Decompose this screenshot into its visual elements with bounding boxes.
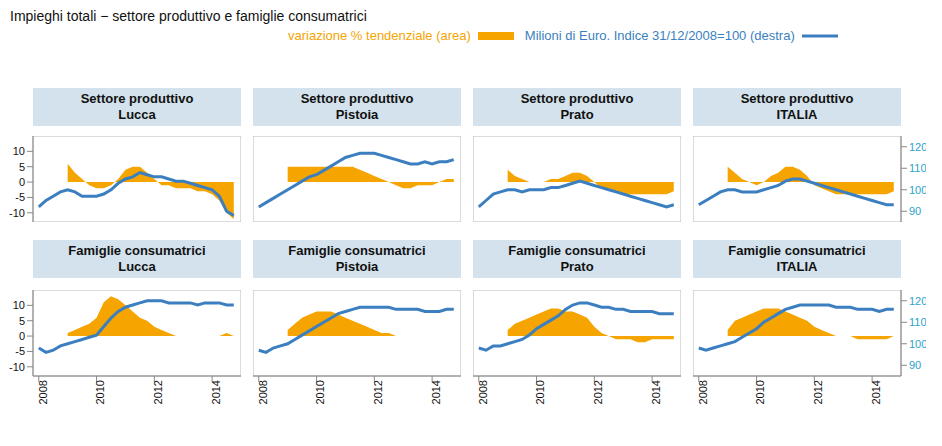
svg-text:90: 90 [909,359,921,371]
html-text:Settore produttivo: Settore produttivo [520,91,634,106]
svg-text:2012: 2012 [372,380,384,404]
html-text:Famiglie consumatrici: Famiglie consumatrici [508,243,646,258]
html-text:Settore produttivo: Settore produttivo [300,91,414,106]
svg-text:10: 10 [13,145,25,157]
svg-text:-10: -10 [9,361,25,373]
svg-text:2012: 2012 [812,380,824,404]
svg-text:2008: 2008 [37,380,49,404]
svg-text:120: 120 [909,141,926,153]
svg-text:2010: 2010 [314,380,326,404]
html-text:ITALIA: ITALIA [776,107,818,122]
html-text:variazione % tendenziale (area: variazione % tendenziale (area) [288,28,471,43]
svg-text:2010: 2010 [94,380,106,404]
svg-text:10: 10 [13,299,25,311]
html-text:Famiglie consumatrici: Famiglie consumatrici [68,243,206,258]
html-text:Pistoia: Pistoia [335,259,379,274]
html-text:Settore produttivo: Settore produttivo [740,91,854,106]
svg-text:2012: 2012 [592,380,604,404]
svg-text:2008: 2008 [257,380,269,404]
svg-text:110: 110 [909,316,926,328]
html-text:Lucca: Lucca [118,259,156,274]
html-text:Milioni di Euro. Indice 31/12/: Milioni di Euro. Indice 31/12/2008=100 (… [524,28,795,43]
svg-text:2012: 2012 [152,380,164,404]
svg-text:2014: 2014 [430,380,442,404]
svg-text:100: 100 [909,338,926,350]
svg-text:-5: -5 [15,191,25,203]
html-text:Famiglie consumatrici: Famiglie consumatrici [728,243,866,258]
svg-text:2014: 2014 [870,380,882,404]
svg-text:-5: -5 [15,345,25,357]
svg-text:0: 0 [19,176,25,188]
html-text:Settore produttivo: Settore produttivo [80,91,194,106]
svg-text:110: 110 [909,162,926,174]
svg-text:2014: 2014 [210,380,222,404]
svg-text:5: 5 [19,315,25,327]
html-text:Prato: Prato [560,107,594,122]
html-text:Impieghi totali − settore prod: Impieghi totali − settore produttivo e f… [10,8,367,24]
html-text:Famiglie consumatrici: Famiglie consumatrici [288,243,426,258]
svg-text:0: 0 [19,330,25,342]
svg-text:120: 120 [909,295,926,307]
svg-text:-10: -10 [9,207,25,219]
svg-text:90: 90 [909,205,921,217]
svg-text:100: 100 [909,184,926,196]
html-text:Lucca: Lucca [118,107,156,122]
svg-text:2010: 2010 [534,380,546,404]
html-text:Prato: Prato [560,259,594,274]
svg-text:2008: 2008 [697,380,709,404]
html-text:Pistoia: Pistoia [335,107,379,122]
svg-text:2010: 2010 [754,380,766,404]
svg-text:2014: 2014 [650,380,662,404]
svg-text:5: 5 [19,161,25,173]
svg-text:2008: 2008 [477,380,489,404]
html-text:ITALIA: ITALIA [776,259,818,274]
